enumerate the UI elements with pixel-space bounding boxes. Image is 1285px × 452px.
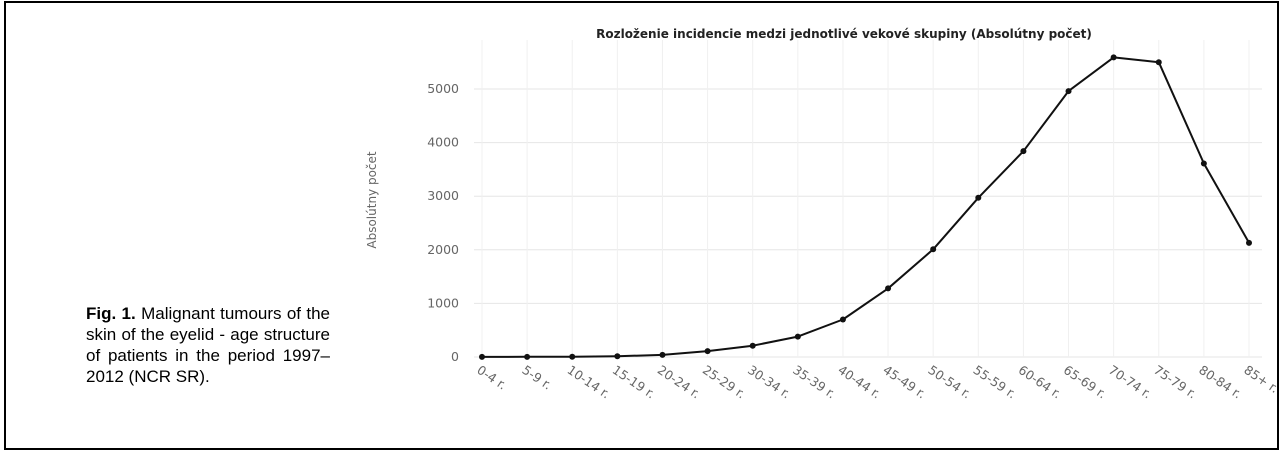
data-point <box>1111 54 1117 60</box>
data-point <box>524 354 530 360</box>
y-tick-label: 1000 <box>427 295 459 310</box>
x-tick-label: 40-44 r. <box>835 362 883 401</box>
data-point <box>1246 240 1252 246</box>
x-tick-label: 30-34 r. <box>745 362 793 401</box>
y-tick-label: 2000 <box>427 242 459 257</box>
y-tick-labels: 0 1000 2000 3000 4000 5000 <box>427 81 459 364</box>
chart-title: Rozloženie incidencie medzi jednotlivé v… <box>596 27 1092 41</box>
data-point <box>614 353 620 359</box>
data-point <box>975 195 981 201</box>
x-tick-label: 50-54 r. <box>925 362 973 401</box>
data-point <box>1201 161 1207 167</box>
x-tick-label: 60-64 r. <box>1016 362 1064 401</box>
x-tick-label: 20-24 r. <box>655 362 703 401</box>
y-tick-label: 4000 <box>427 135 459 150</box>
data-point <box>750 343 756 349</box>
x-tick-label: 5-9 r. <box>519 362 554 393</box>
x-tick-label: 75-79 r. <box>1151 362 1199 401</box>
grid-layer <box>474 40 1262 357</box>
x-tick-label: 15-19 r. <box>610 362 658 401</box>
data-point <box>479 354 485 360</box>
points-layer <box>479 54 1252 360</box>
x-tick-label: 80-84 r. <box>1196 362 1244 401</box>
x-tick-label: 25-29 r. <box>700 362 748 401</box>
data-point <box>840 316 846 322</box>
data-point <box>885 285 891 291</box>
x-tick-label: 55-59 r. <box>971 362 1019 401</box>
x-tick-labels: 0-4 r. 5-9 r. 10-14 r.15-19 r.20-24 r.25-2… <box>474 362 1281 401</box>
series-layer <box>482 57 1249 357</box>
data-point <box>659 352 665 358</box>
y-tick-label: 3000 <box>427 188 459 203</box>
data-point <box>930 246 936 252</box>
x-tick-label: 70-74 r. <box>1106 362 1154 401</box>
x-tick-label: 10-14 r. <box>565 362 613 401</box>
y-tick-label: 5000 <box>427 81 459 96</box>
x-tick-label: 85+ r. <box>1241 362 1281 396</box>
data-point <box>1156 59 1162 65</box>
y-axis-label: Absolútny počet <box>365 151 379 249</box>
series-line <box>482 57 1249 357</box>
x-tick-label: 35-39 r. <box>790 362 838 401</box>
x-tick-label: 65-69 r. <box>1061 362 1109 401</box>
data-point <box>705 348 711 354</box>
x-tick-label: 45-49 r. <box>880 362 928 401</box>
x-tick-label: 0-4 r. <box>474 362 509 393</box>
data-point <box>569 354 575 360</box>
data-point <box>795 334 801 340</box>
data-point <box>1020 148 1026 154</box>
data-point <box>1066 88 1072 94</box>
y-tick-label: 0 <box>451 349 459 364</box>
